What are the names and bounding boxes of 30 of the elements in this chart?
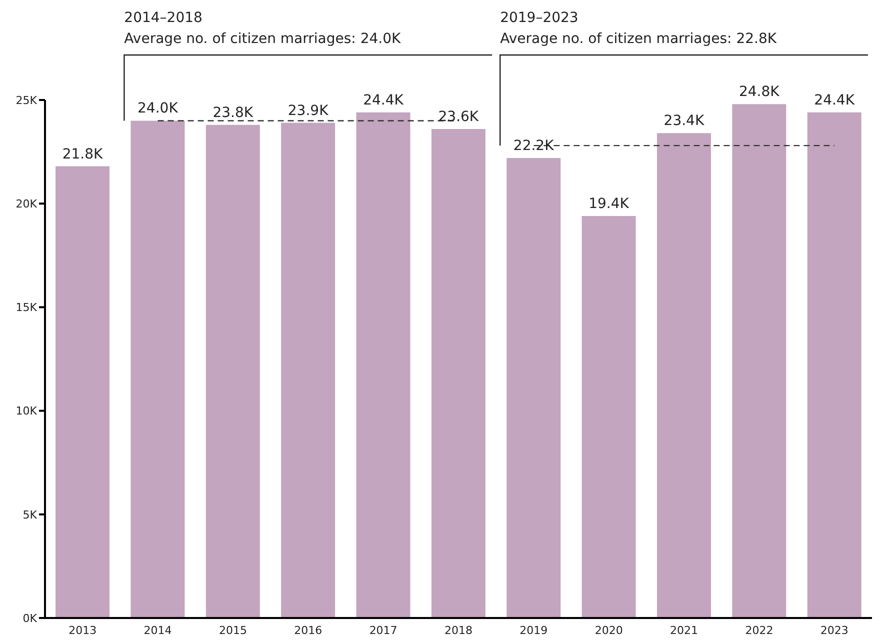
x-tick-label: 2013: [68, 624, 97, 637]
x-tick-label: 2019: [520, 624, 548, 637]
x-tick-label: 2023: [820, 624, 848, 637]
x-tick-label: 2014: [144, 624, 172, 637]
x-tick-label: 2017: [369, 624, 398, 637]
data-label: 24.0K: [138, 100, 179, 117]
data-label: 19.4K: [588, 196, 630, 212]
x-tick-label: 2018: [444, 624, 472, 637]
y-tick-label: 10K: [16, 404, 38, 418]
data-label: 22.2K: [513, 138, 555, 154]
data-label: 23.4K: [664, 113, 705, 130]
data-label: 21.8K: [62, 146, 104, 162]
x-tick-label: 2021: [670, 624, 698, 637]
data-label: 24.4K: [363, 92, 404, 108]
text: 2019–2023 Average no. of citizen marriages: 22.8K: [500, 10, 778, 47]
y-tick-label: 20K: [16, 198, 38, 211]
data-label: 23.6K: [438, 109, 480, 126]
y-tick-label: 15K: [16, 301, 38, 314]
data-label: 23.9K: [288, 102, 330, 119]
x-tick-label: 2016: [294, 624, 322, 637]
x-tick-label: 2015: [218, 624, 247, 637]
text: 2014–2018 Average no. of citizen marriages: 24.0K: [124, 10, 402, 47]
x-tick-label: 2020: [594, 624, 623, 637]
y-tick-label: 0K: [22, 612, 38, 625]
y-tick-label: 25K: [16, 94, 38, 107]
data-label: 24.4K: [814, 92, 856, 108]
data-label: 24.8K: [738, 84, 780, 100]
data-label: 23.8K: [212, 104, 254, 121]
x-tick-label: 2022: [745, 624, 774, 637]
y-tick-label: 5K: [22, 508, 38, 522]
